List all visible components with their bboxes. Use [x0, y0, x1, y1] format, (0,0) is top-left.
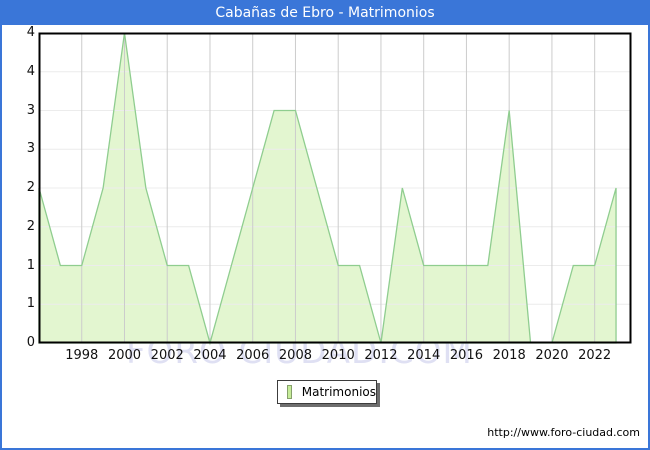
- x-tick-label: 2010: [321, 348, 355, 363]
- footer-url: http://www.foro-ciudad.com: [487, 426, 640, 439]
- y-tick-label: 2: [26, 218, 35, 234]
- x-tick-label: 2004: [193, 348, 227, 363]
- plot-svg: [38, 32, 632, 346]
- plot-area: [38, 32, 632, 346]
- x-tick-label: 2014: [407, 348, 441, 363]
- plot-border: [38, 32, 632, 344]
- legend-label: Matrimonios: [301, 385, 376, 399]
- y-tick-label: 3: [26, 141, 35, 157]
- title-bar: Cabañas de Ebro - Matrimonios: [2, 2, 648, 25]
- x-tick-label: 1998: [65, 348, 99, 363]
- x-tick-label: 2000: [107, 348, 142, 363]
- y-tick-label: 3: [26, 102, 35, 118]
- y-tick-label: 4: [26, 63, 35, 79]
- legend: Matrimonios: [277, 380, 377, 404]
- x-tick-label: 2018: [492, 348, 526, 363]
- y-tick-label: 0: [26, 335, 35, 350]
- x-tick-label: 2002: [150, 348, 184, 363]
- legend-color-swatch: [287, 385, 292, 399]
- x-tick-label: 2012: [364, 348, 398, 363]
- x-tick-label: 2008: [278, 348, 312, 363]
- x-tick-label: 2020: [535, 348, 569, 363]
- chart-title: Cabañas de Ebro - Matrimonios: [215, 5, 435, 21]
- y-tick-label: 1: [26, 257, 35, 273]
- x-tick-label: 2016: [449, 348, 483, 363]
- y-tick-label: 4: [26, 25, 35, 40]
- x-tick-label: 2006: [236, 348, 270, 363]
- x-tick-label: 2022: [578, 348, 612, 363]
- matrimonios-line: [38, 32, 617, 346]
- y-tick-label: 1: [26, 296, 35, 312]
- y-tick-label: 2: [26, 180, 35, 195]
